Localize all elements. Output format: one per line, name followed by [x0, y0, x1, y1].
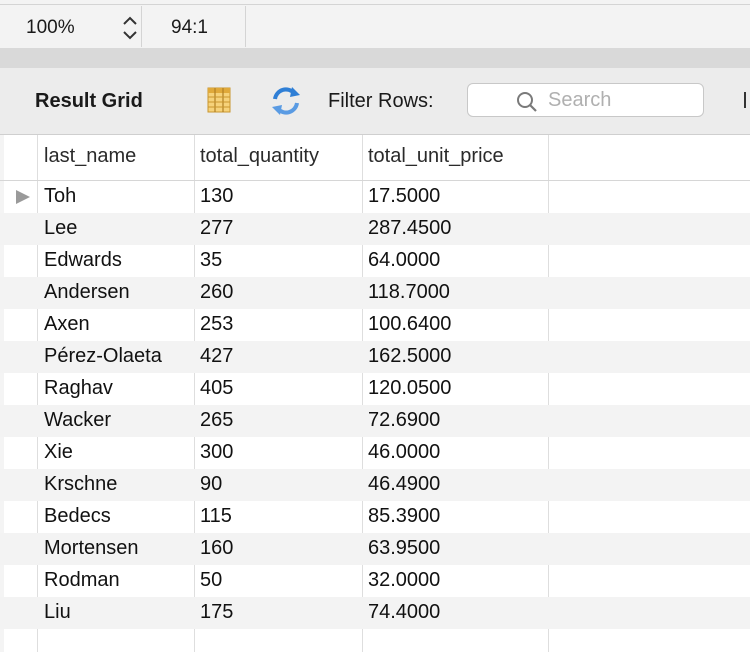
zoom-selector[interactable]: 100% — [6, 6, 142, 47]
cell-total-unit-price[interactable]: 64.0000 — [368, 249, 441, 271]
cell-total-quantity[interactable]: 427 — [200, 345, 234, 367]
cell-total-unit-price[interactable]: 17.5000 — [368, 185, 441, 207]
table-row[interactable]: Liu 175 74.4000 — [0, 597, 750, 629]
search-icon — [517, 92, 537, 112]
table-row[interactable]: Pérez-Olaeta 427 162.5000 — [0, 341, 750, 373]
column-header-total-unit-price[interactable]: total_unit_price — [368, 145, 504, 167]
cell-total-quantity[interactable]: 253 — [200, 313, 234, 335]
cell-total-unit-price[interactable]: 32.0000 — [368, 569, 441, 591]
cell-last-name[interactable]: Krschne — [44, 473, 118, 495]
cell-total-unit-price[interactable]: 72.6900 — [368, 409, 441, 431]
table-row[interactable]: Krschne 90 46.4900 — [0, 469, 750, 501]
search-input[interactable] — [548, 88, 698, 112]
cell-last-name[interactable]: Axen — [44, 313, 90, 335]
cell-total-quantity[interactable]: 405 — [200, 377, 234, 399]
grid-layout-icon[interactable] — [206, 87, 232, 113]
table-row[interactable]: Axen 253 100.6400 — [0, 309, 750, 341]
cell-last-name[interactable]: Wacker — [44, 409, 112, 431]
cell-total-quantity[interactable]: 130 — [200, 185, 234, 207]
cell-total-quantity[interactable]: 277 — [200, 217, 234, 239]
filter-rows-label: Filter Rows: — [328, 90, 434, 112]
search-field[interactable] — [467, 83, 704, 117]
zoom-value: 100% — [26, 17, 75, 38]
cell-total-quantity[interactable]: 175 — [200, 601, 234, 623]
cell-last-name[interactable]: Edwards — [44, 249, 122, 271]
table-row[interactable]: Mortensen 160 63.9500 — [0, 533, 750, 565]
header-divider — [0, 180, 750, 181]
cell-total-unit-price[interactable]: 46.4900 — [368, 473, 441, 495]
cell-last-name[interactable]: Mortensen — [44, 537, 139, 559]
cell-last-name[interactable]: Xie — [44, 441, 73, 463]
cell-total-quantity[interactable]: 260 — [200, 281, 234, 303]
cell-total-unit-price[interactable]: 74.4000 — [368, 601, 441, 623]
table-row[interactable]: Edwards 35 64.0000 — [0, 245, 750, 277]
table-row[interactable]: Xie 300 46.0000 — [0, 437, 750, 469]
status-strip: 100% 94:1 — [0, 0, 750, 49]
table-row[interactable]: Andersen 260 118.7000 — [0, 277, 750, 309]
cell-last-name[interactable]: Lee — [44, 217, 78, 239]
cell-last-name[interactable]: Andersen — [44, 281, 130, 303]
table-row[interactable]: Wacker 265 72.6900 — [0, 405, 750, 437]
cell-last-name[interactable]: Toh — [44, 185, 77, 207]
table-row[interactable]: Bedecs 115 85.3900 — [0, 501, 750, 533]
cell-total-unit-price[interactable]: 46.0000 — [368, 441, 441, 463]
result-toolbar: Result Grid Filter Rows: — [0, 68, 750, 135]
cell-total-quantity[interactable]: 115 — [200, 505, 232, 527]
cell-total-unit-price[interactable]: 120.0500 — [368, 377, 452, 399]
cell-last-name[interactable]: Bedecs — [44, 505, 111, 527]
current-row-marker-icon — [16, 190, 30, 204]
cell-total-quantity[interactable]: 160 — [200, 537, 234, 559]
table-row[interactable]: Rodman 50 32.0000 — [0, 565, 750, 597]
cell-total-unit-price[interactable]: 85.3900 — [368, 505, 441, 527]
cell-last-name[interactable]: Raghav — [44, 377, 113, 399]
result-grid-tab[interactable]: Result Grid — [35, 90, 143, 112]
cell-last-name[interactable]: Pérez-Olaeta — [44, 345, 162, 367]
cell-total-unit-price[interactable]: 118.7000 — [368, 281, 450, 303]
empty-row[interactable] — [0, 629, 750, 661]
column-header-last-name[interactable]: last_name — [44, 145, 137, 167]
column-divider[interactable] — [548, 135, 549, 652]
cell-total-unit-price[interactable]: 162.5000 — [368, 345, 452, 367]
column-header-total-quantity[interactable]: total_quantity — [200, 145, 319, 167]
cell-total-unit-price[interactable]: 100.6400 — [368, 313, 452, 335]
refresh-icon[interactable] — [270, 86, 302, 116]
column-divider[interactable] — [37, 135, 38, 652]
table-row[interactable]: Toh 130 17.5000 — [0, 181, 750, 213]
cursor-position-value: 94:1 — [171, 17, 208, 38]
result-grid: last_name total_quantity total_unit_pric… — [0, 135, 750, 652]
cursor-position: 94:1 — [142, 6, 246, 47]
column-divider[interactable] — [362, 135, 363, 652]
panel-splitter[interactable] — [0, 48, 750, 68]
cell-total-quantity[interactable]: 35 — [200, 249, 223, 271]
table-row[interactable]: Lee 277 287.4500 — [0, 213, 750, 245]
column-divider[interactable] — [194, 135, 195, 652]
top-edge-divider — [0, 4, 750, 5]
cell-total-quantity[interactable]: 265 — [200, 409, 234, 431]
grid-left-edge — [0, 135, 4, 652]
table-row[interactable]: Raghav 405 120.0500 — [0, 373, 750, 405]
cell-total-quantity[interactable]: 50 — [200, 569, 223, 591]
cell-last-name[interactable]: Rodman — [44, 569, 120, 591]
cell-total-quantity[interactable]: 90 — [200, 473, 223, 495]
cell-total-unit-price[interactable]: 63.9500 — [368, 537, 441, 559]
cell-last-name[interactable]: Liu — [44, 601, 71, 623]
cell-total-quantity[interactable]: 300 — [200, 441, 234, 463]
cell-total-unit-price[interactable]: 287.4500 — [368, 217, 452, 239]
stepper-chevrons-icon[interactable] — [122, 14, 138, 42]
toolbar-overflow-divider — [744, 92, 746, 108]
